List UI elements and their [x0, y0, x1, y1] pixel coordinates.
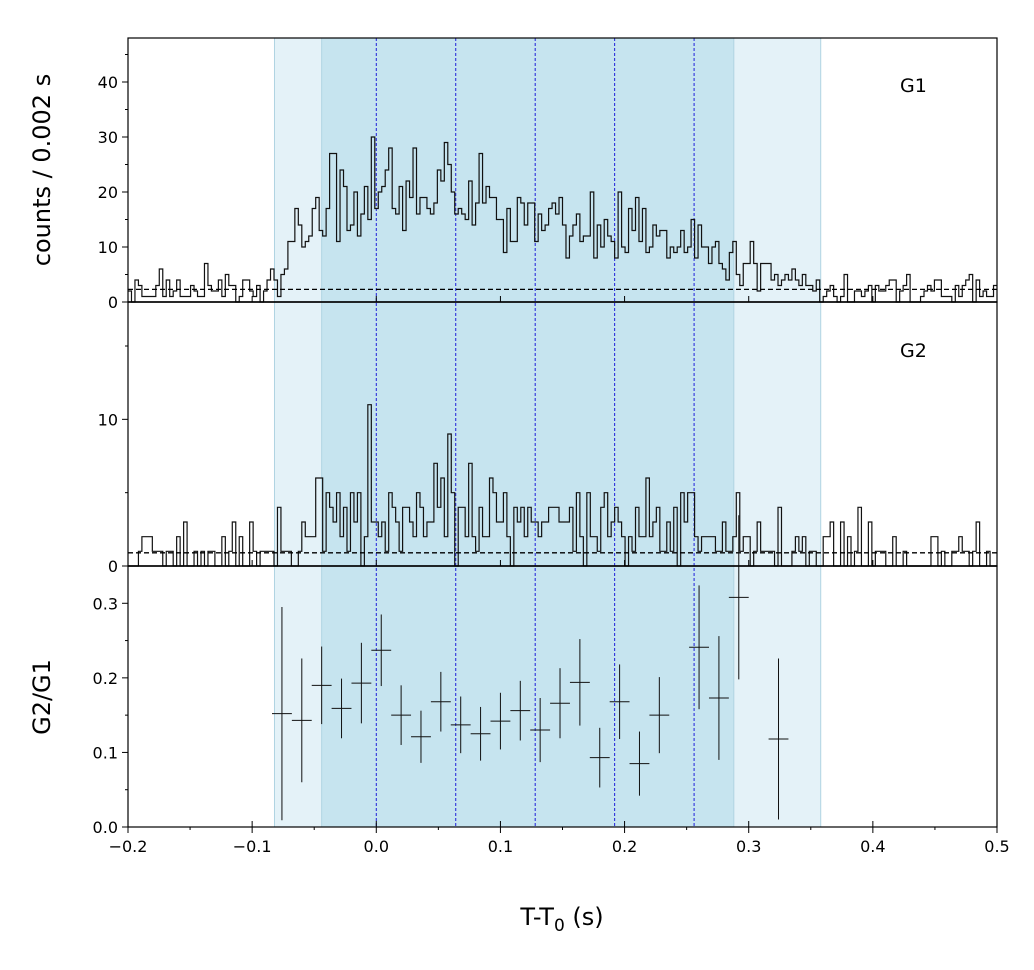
x-tick-label-1: −0.1 [233, 837, 272, 856]
x-tick-label-5: 0.3 [736, 837, 761, 856]
shaded-intervals [273, 37, 822, 828]
panel-label-g2: G2 [900, 340, 927, 362]
text-labels: counts / 0.002 s G2/G1 T-T0 (s) G1 G2 [28, 74, 927, 936]
y-axis-label-counts: counts / 0.002 s [28, 74, 56, 266]
interval-boundaries [375, 38, 695, 827]
y-tick-label-2-1: 0.1 [93, 743, 118, 762]
y-tick-label-2-0: 0.0 [93, 818, 118, 837]
y-axis-label-ratio: G2/G1 [28, 659, 56, 735]
x-axis-label-subscript: 0 [554, 916, 565, 936]
x-tick-label-4: 0.2 [612, 837, 637, 856]
x-tick-label-3: 0.1 [488, 837, 513, 856]
y-tick-label-2-2: 0.2 [93, 669, 118, 688]
x-axis-label-main: T-T [519, 903, 554, 931]
axes: 0 10 20 30 40 0 10 0.0 0.1 0.2 0.3 −0.2 −0.1 0.0 0.1 0.… [93, 37, 1010, 856]
x-tick-label-2: 0.0 [364, 837, 389, 856]
y-tick-label-0-2: 20 [98, 183, 118, 202]
y-tick-label-0-3: 30 [98, 128, 118, 147]
y-tick-label-2-3: 0.3 [93, 594, 118, 613]
x-tick-label-7: 0.5 [984, 837, 1009, 856]
x-axis-label: T-T0 (s) [519, 903, 603, 936]
x-tick-label-6: 0.4 [860, 837, 885, 856]
x-tick-label-0: −0.2 [109, 837, 148, 856]
y-tick-label-1-1: 10 [98, 410, 118, 429]
x-axis-label-unit: (s) [565, 903, 604, 931]
shaded-region-1 [321, 37, 735, 828]
histogram-g2 [128, 404, 997, 567]
y-tick-label-0-4: 40 [98, 73, 118, 92]
y-tick-label-0-1: 10 [98, 238, 118, 257]
y-tick-label-0-0: 0 [108, 293, 118, 312]
y-tick-label-1-0: 0 [108, 557, 118, 576]
panel-label-g1: G1 [900, 75, 927, 97]
